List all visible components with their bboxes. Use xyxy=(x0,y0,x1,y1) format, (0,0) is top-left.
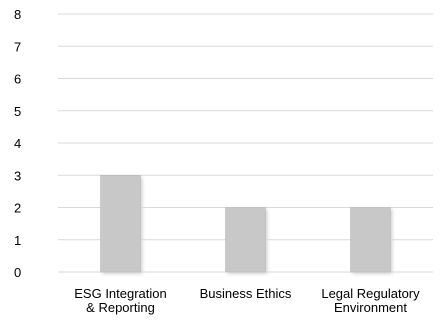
bar-1 xyxy=(100,175,141,273)
y-tick-label-3: 3 xyxy=(14,168,21,183)
bars xyxy=(100,175,393,274)
y-tick-label-1: 1 xyxy=(14,233,21,248)
y-tick-label-2: 2 xyxy=(14,201,21,216)
bar-group-1 xyxy=(100,175,143,274)
x-category-label-3-line-1: Legal Regulatory xyxy=(321,286,420,301)
y-tick-label-4: 4 xyxy=(14,136,21,151)
bar-3 xyxy=(350,207,391,273)
y-tick-label-7: 7 xyxy=(14,39,21,54)
x-category-label-1-line-1: ESG Integration xyxy=(74,286,167,301)
y-tick-label-8: 8 xyxy=(14,7,21,22)
bar-group-3 xyxy=(350,207,393,274)
bar-group-2 xyxy=(225,207,268,274)
y-tick-label-0: 0 xyxy=(14,265,21,280)
y-axis-ticks: 0 1 2 3 4 5 6 7 8 xyxy=(14,7,21,280)
x-category-label-1-line-2: & Reporting xyxy=(86,300,155,315)
x-category-label-3-line-2: Environment xyxy=(334,300,407,315)
x-axis-labels: ESG Integration& Reporting Business Ethic… xyxy=(74,286,420,315)
x-category-label-2-line-1: Business Ethics xyxy=(200,286,292,301)
y-tick-label-6: 6 xyxy=(14,72,21,87)
y-tick-label-5: 5 xyxy=(14,104,21,119)
bar-2 xyxy=(225,207,266,273)
